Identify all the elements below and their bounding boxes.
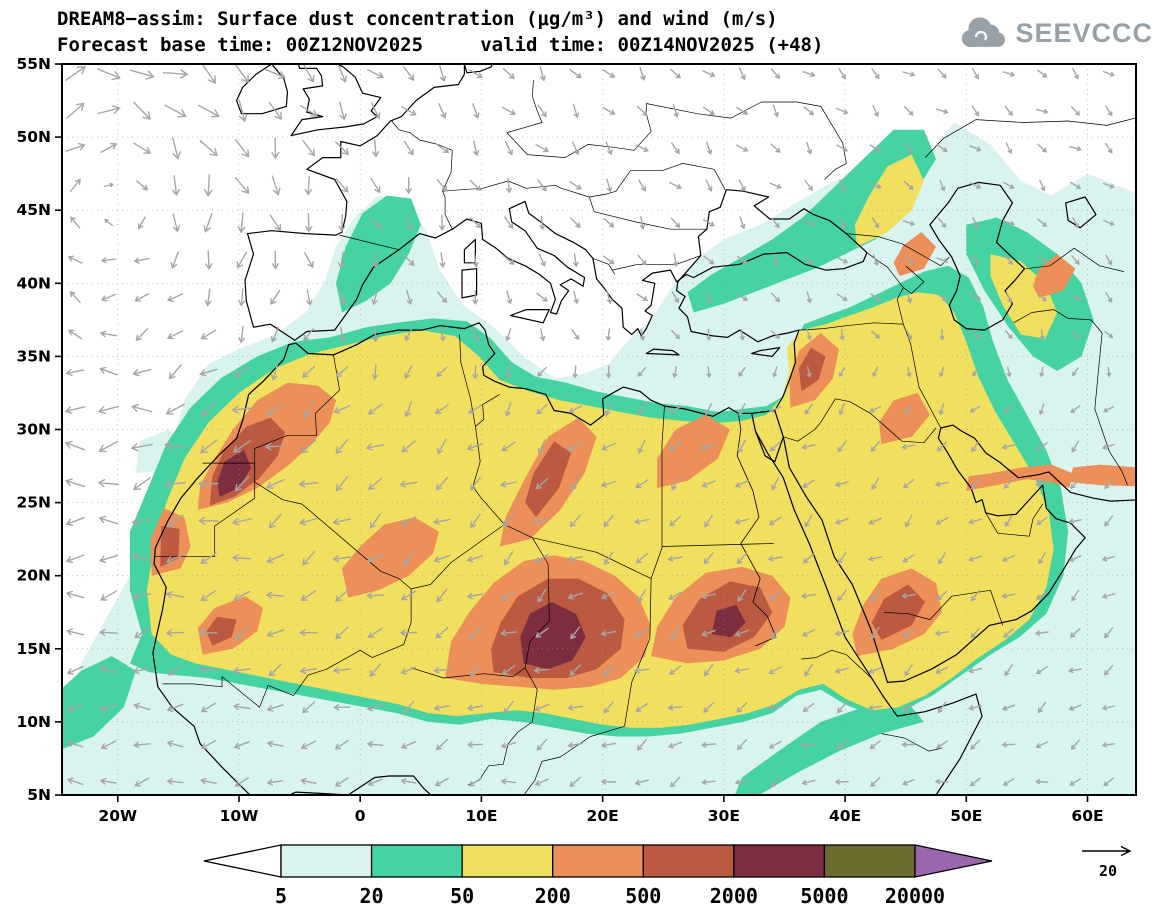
chart-title: DREAM8−assim: Surface dust concentration… <box>57 8 778 30</box>
wind-reference-label: 20 <box>1099 862 1117 880</box>
lon-tick-label: 20W <box>98 807 137 825</box>
dust-region-yellow-ncaucasus <box>854 154 924 247</box>
seevccc-logo: SEEVCCC <box>956 16 1153 50</box>
coastlines <box>152 64 1136 795</box>
dust-region-orange-egypt <box>657 414 730 488</box>
rivers <box>736 413 777 647</box>
lat-tick-label: 15N <box>16 640 51 658</box>
title-block: DREAM8−assim: Surface dust concentration… <box>57 6 823 58</box>
dust-region-maroon-chad <box>520 602 586 670</box>
colorbar-label: 20 <box>360 884 384 907</box>
axes: 20W 10W 0 10E 20E 30E 40E 50E 60E 5N 10N 15N 20N 25N 3… <box>16 55 1137 825</box>
lat-tick-label: 20N <box>16 567 51 585</box>
colorbar: 5 20 50 200 500 2000 5000 20000 <box>203 844 993 908</box>
country-borders <box>155 80 1136 795</box>
dust-region-brick-libya <box>525 441 572 518</box>
colorbar-label: 5000 <box>800 884 848 907</box>
dust-region-orange-algeria-niger <box>342 517 439 598</box>
dust-region-orange-iraq <box>879 392 930 445</box>
dust-region-brick-levant <box>799 347 826 392</box>
colorbar-label: 5 <box>275 884 287 907</box>
dust-region-green-horn <box>734 700 924 795</box>
lon-tick-label: 50E <box>950 807 982 825</box>
wind-reference-arrow: 20 <box>1082 845 1132 880</box>
chart-subtitle: Forecast base time: 00Z12NOV2025 valid t… <box>57 34 824 56</box>
colorbar-label: 200 <box>535 884 571 907</box>
dust-region-maroon-sudan <box>711 604 746 638</box>
cloud-icon <box>962 17 1006 47</box>
lat-tick-label: 30N <box>16 421 51 439</box>
lat-tick-label: 5N <box>27 786 51 804</box>
wind-arrows <box>64 64 1116 788</box>
logo-text: SEEVCCC <box>1015 17 1153 48</box>
lon-tick-label: 60E <box>1071 807 1103 825</box>
dust-region-brick-arabia <box>871 584 926 640</box>
lon-tick-label: 20E <box>587 807 619 825</box>
lat-tick-label: 50N <box>16 128 51 146</box>
lat-tick-label: 45N <box>16 201 51 219</box>
lon-tick-label: 0 <box>355 807 366 825</box>
lon-tick-label: 10E <box>465 807 497 825</box>
lon-tick-label: 30E <box>708 807 740 825</box>
lat-tick-label: 40N <box>16 274 51 292</box>
dust-region-brick-mali <box>206 616 237 646</box>
dust-region-maroon-morocco <box>217 450 252 497</box>
colorbar-label: 20000 <box>885 884 945 907</box>
dust-region-yellow-caspian-east <box>990 254 1058 339</box>
dust-region-orange-se-corner <box>1069 464 1136 487</box>
lat-tick-label: 35N <box>16 347 51 365</box>
lat-tick-label: 10N <box>16 713 51 731</box>
lon-tick-label: 40E <box>829 807 861 825</box>
dust-region-orange-caucasus <box>893 232 936 276</box>
colorbar-label: 500 <box>625 884 661 907</box>
dust-field <box>62 122 1136 795</box>
colorbar-label: 2000 <box>710 884 758 907</box>
colorbar-label: 50 <box>450 884 474 907</box>
lon-tick-label: 10W <box>220 807 259 825</box>
lat-tick-label: 25N <box>16 494 51 512</box>
lat-tick-label: 55N <box>16 55 51 73</box>
dust-region-orange-caspian-east <box>1033 254 1076 298</box>
dust-region-yellow-main <box>146 292 1054 728</box>
